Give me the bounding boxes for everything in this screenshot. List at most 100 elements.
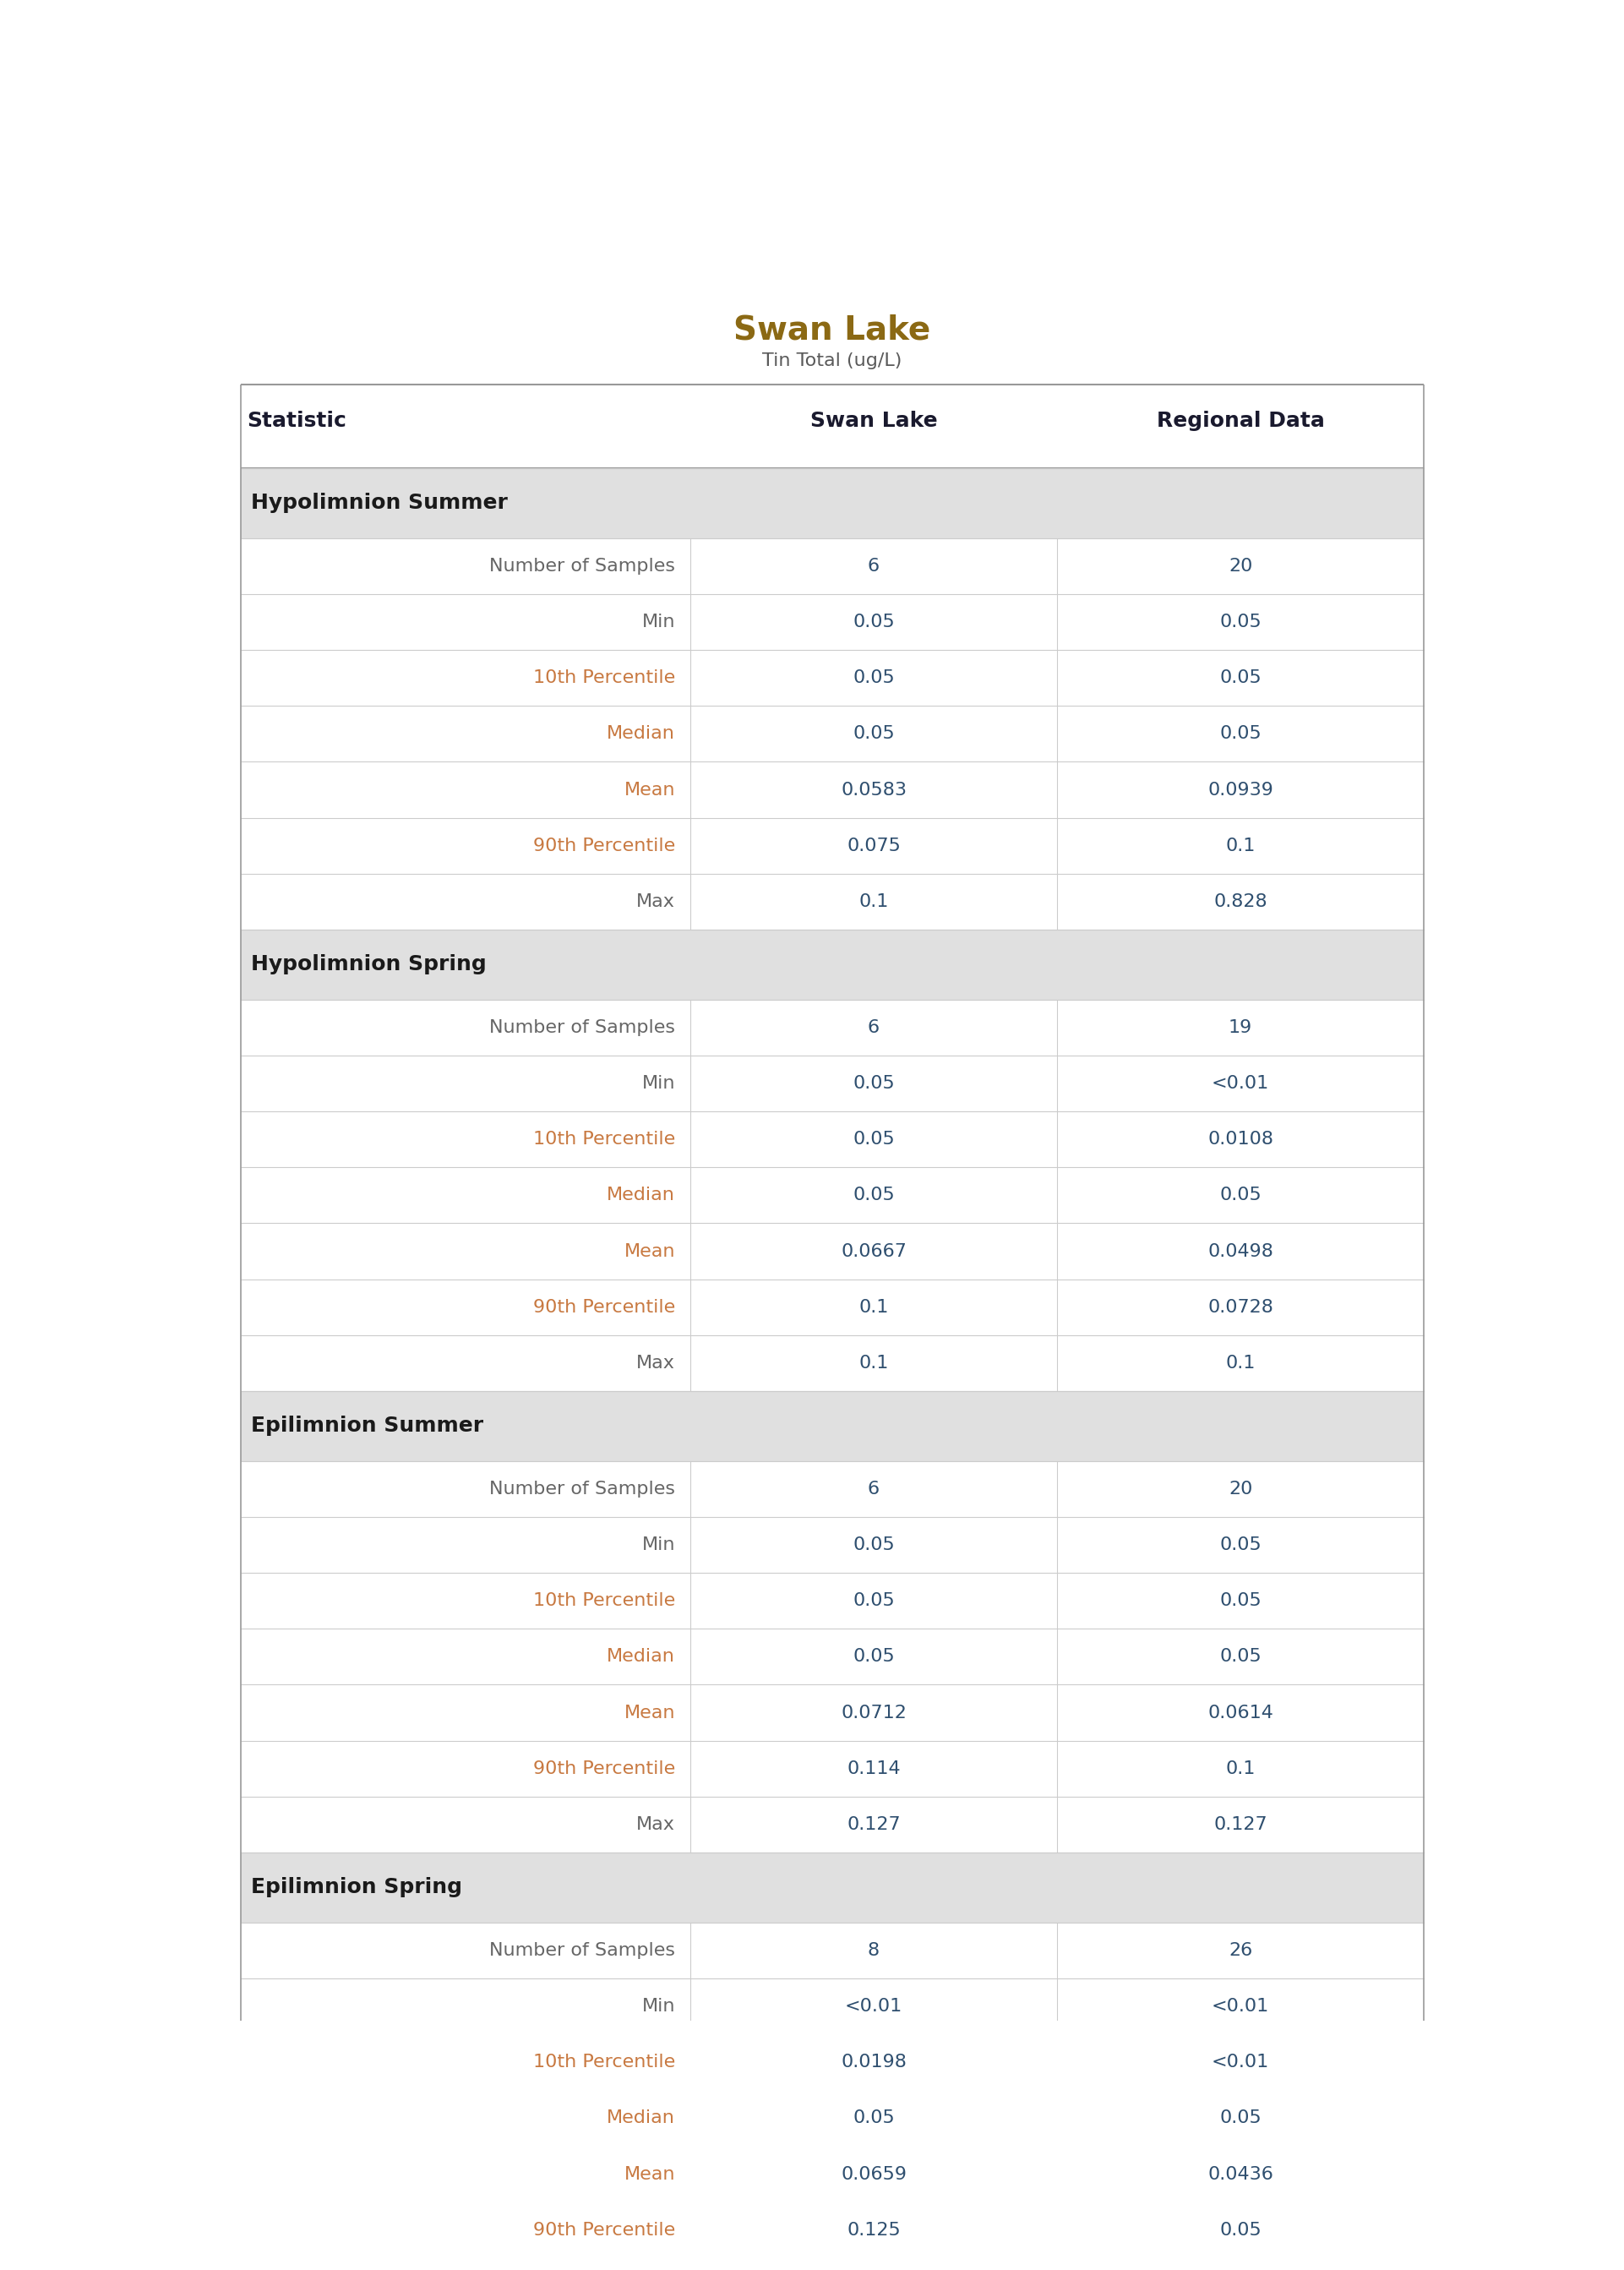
Bar xyxy=(240,2259,1424,2270)
Text: Median: Median xyxy=(607,1187,676,1203)
Text: 0.05: 0.05 xyxy=(853,670,895,686)
Bar xyxy=(240,706,1424,763)
Text: Statistic: Statistic xyxy=(247,411,346,431)
Text: Hypolimnion Spring: Hypolimnion Spring xyxy=(250,953,486,974)
Text: Median: Median xyxy=(607,2109,676,2127)
Bar xyxy=(240,538,1424,595)
Bar xyxy=(240,2145,1424,2202)
Text: 0.0939: 0.0939 xyxy=(1208,781,1273,799)
Text: Number of Samples: Number of Samples xyxy=(489,1480,676,1498)
Text: Min: Min xyxy=(641,1076,676,1092)
Text: 10th Percentile: 10th Percentile xyxy=(533,2054,676,2070)
Text: 0.05: 0.05 xyxy=(1220,613,1262,631)
Text: 0.05: 0.05 xyxy=(853,1130,895,1149)
Text: 0.05: 0.05 xyxy=(1220,1648,1262,1666)
Bar xyxy=(240,817,1424,874)
Text: 0.075: 0.075 xyxy=(846,838,901,854)
Bar xyxy=(240,1684,1424,1741)
Text: Mean: Mean xyxy=(624,2166,676,2181)
Text: 0.125: 0.125 xyxy=(846,2222,901,2238)
Bar xyxy=(240,1923,1424,1979)
Text: 0.0498: 0.0498 xyxy=(1208,1242,1273,1260)
Text: 0.1: 0.1 xyxy=(1226,1355,1255,1371)
Text: 0.05: 0.05 xyxy=(853,1187,895,1203)
Text: <0.01: <0.01 xyxy=(1212,1076,1270,1092)
Text: 0.0667: 0.0667 xyxy=(841,1242,906,1260)
Text: 0.0198: 0.0198 xyxy=(841,2054,906,2070)
Text: 90th Percentile: 90th Percentile xyxy=(533,1298,676,1317)
Text: 0.1: 0.1 xyxy=(859,1298,888,1317)
Bar xyxy=(240,1630,1424,1684)
Bar xyxy=(240,1224,1424,1280)
Text: Max: Max xyxy=(637,892,676,910)
Text: Mean: Mean xyxy=(624,781,676,799)
Bar xyxy=(240,1516,1424,1573)
Text: 6: 6 xyxy=(867,1480,880,1498)
Text: 6: 6 xyxy=(867,1019,880,1035)
Text: 90th Percentile: 90th Percentile xyxy=(533,2222,676,2238)
Text: 8: 8 xyxy=(867,1941,880,1959)
Bar xyxy=(240,1335,1424,1392)
Text: Swan Lake: Swan Lake xyxy=(734,313,931,347)
Text: 0.1: 0.1 xyxy=(859,1355,888,1371)
Bar xyxy=(240,2202,1424,2259)
Text: 19: 19 xyxy=(1228,1019,1252,1035)
Text: 0.0659: 0.0659 xyxy=(841,2166,906,2181)
Bar xyxy=(240,999,1424,1056)
Text: 90th Percentile: 90th Percentile xyxy=(533,838,676,854)
Text: 0.127: 0.127 xyxy=(846,1816,901,1832)
Text: Number of Samples: Number of Samples xyxy=(489,558,676,574)
Bar xyxy=(240,931,1424,999)
Text: 90th Percentile: 90th Percentile xyxy=(533,1759,676,1777)
Text: Number of Samples: Number of Samples xyxy=(489,1941,676,1959)
Text: 0.05: 0.05 xyxy=(1220,1537,1262,1553)
Text: Tin Total (ug/L): Tin Total (ug/L) xyxy=(762,352,903,370)
Text: <0.01: <0.01 xyxy=(1212,2054,1270,2070)
Text: 0.05: 0.05 xyxy=(853,613,895,631)
Bar xyxy=(240,874,1424,931)
Text: 0.05: 0.05 xyxy=(1220,670,1262,686)
Text: 0.05: 0.05 xyxy=(1220,1591,1262,1609)
Bar xyxy=(240,1573,1424,1630)
Text: 0.05: 0.05 xyxy=(853,726,895,742)
Text: Epilimnion Summer: Epilimnion Summer xyxy=(250,1416,484,1437)
Bar xyxy=(240,1280,1424,1335)
Bar xyxy=(240,595,1424,649)
Text: 0.1: 0.1 xyxy=(1226,1759,1255,1777)
Text: Median: Median xyxy=(607,1648,676,1666)
Text: 20: 20 xyxy=(1228,1480,1252,1498)
Text: 0.0436: 0.0436 xyxy=(1208,2166,1273,2181)
Text: Regional Data: Regional Data xyxy=(1156,411,1325,431)
Text: 0.0728: 0.0728 xyxy=(1208,1298,1273,1317)
Text: <0.01: <0.01 xyxy=(1212,1998,1270,2016)
Bar xyxy=(240,2034,1424,2091)
Text: Max: Max xyxy=(637,1355,676,1371)
Bar xyxy=(240,1979,1424,2034)
Text: 10th Percentile: 10th Percentile xyxy=(533,1591,676,1609)
Bar xyxy=(240,1741,1424,1796)
Text: 0.05: 0.05 xyxy=(853,1076,895,1092)
Text: 0.05: 0.05 xyxy=(853,1648,895,1666)
Text: 0.05: 0.05 xyxy=(853,1591,895,1609)
Text: <0.01: <0.01 xyxy=(844,1998,903,2016)
Text: 0.05: 0.05 xyxy=(853,1537,895,1553)
Text: 0.114: 0.114 xyxy=(846,1759,901,1777)
Bar xyxy=(240,1112,1424,1167)
Bar xyxy=(240,763,1424,817)
Text: Number of Samples: Number of Samples xyxy=(489,1019,676,1035)
Text: 0.0712: 0.0712 xyxy=(841,1705,906,1721)
Text: 0.1: 0.1 xyxy=(859,892,888,910)
Text: 0.1: 0.1 xyxy=(1226,838,1255,854)
Bar xyxy=(240,2091,1424,2145)
Bar xyxy=(240,468,1424,538)
Text: 0.0614: 0.0614 xyxy=(1208,1705,1273,1721)
Text: Min: Min xyxy=(641,1537,676,1553)
Text: Min: Min xyxy=(641,1998,676,2016)
Text: Median: Median xyxy=(607,726,676,742)
Bar xyxy=(240,1462,1424,1516)
Text: 0.0108: 0.0108 xyxy=(1208,1130,1273,1149)
Text: 0.127: 0.127 xyxy=(1213,1816,1267,1832)
Bar xyxy=(240,649,1424,706)
Bar xyxy=(240,1056,1424,1112)
Text: 0.05: 0.05 xyxy=(853,2109,895,2127)
